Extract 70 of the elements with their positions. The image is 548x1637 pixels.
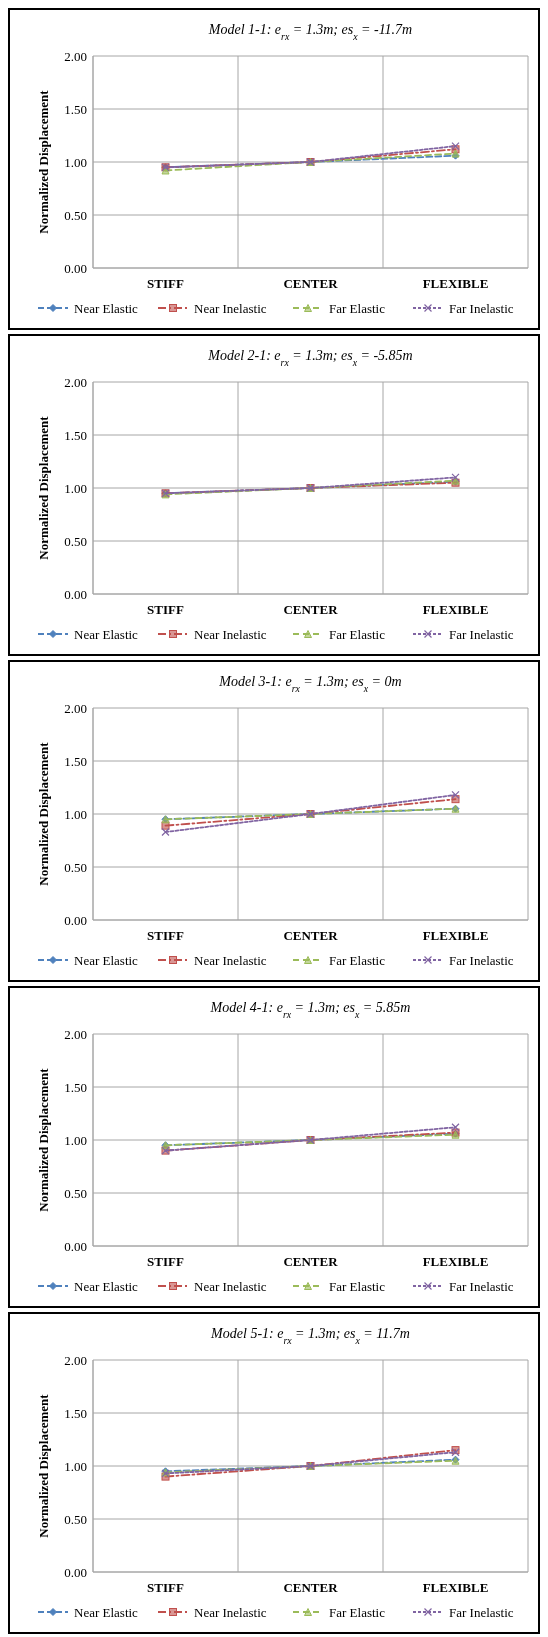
- legend-label: Far Elastic: [329, 1604, 386, 1620]
- y-tick-label: 2.00: [64, 1352, 87, 1368]
- y-tick-label: 2.00: [64, 1026, 87, 1042]
- x-tick-label: CENTER: [283, 928, 339, 943]
- y-tick-label: 0.00: [64, 912, 87, 928]
- legend-label: Far Inelastic: [449, 952, 514, 968]
- chart-title: Model 4-1: e$_{rx}$ = 1.3m; es$_{x}$ = 5.85m: [209, 1000, 411, 1020]
- y-tick-label: 0.00: [64, 1238, 87, 1254]
- y-tick-label: 1.50: [64, 427, 87, 443]
- y-tick-label: 0.50: [64, 533, 87, 549]
- legend-label: Far Elastic: [329, 300, 386, 316]
- x-tick-label: STIFF: [147, 1254, 184, 1269]
- x-tick-label: FLEXIBLE: [422, 276, 489, 291]
- legend-label: Near Elastic: [74, 1278, 139, 1294]
- chart-title: Model 2-1: e$_{rx}$ = 1.3m; es$_{x}$ = -5.85m: [207, 348, 413, 368]
- y-tick-label: 2.00: [64, 374, 87, 390]
- legend-label: Far Elastic: [329, 1278, 386, 1294]
- chart-title: Model 1-1: e$_{rx}$ = 1.3m; es$_{x}$ = -11.7m: [207, 22, 413, 42]
- legend-label: Far Inelastic: [449, 626, 514, 642]
- legend-label: Near Inelastic: [194, 1604, 267, 1620]
- y-tick-label: 1.00: [64, 806, 87, 822]
- y-tick-label: 1.00: [64, 480, 87, 496]
- legend-label: Near Elastic: [74, 626, 139, 642]
- y-axis-title: Normalized Displacement: [36, 741, 51, 886]
- x-tick-label: STIFF: [147, 602, 184, 617]
- legend-label: Far Inelastic: [449, 1278, 514, 1294]
- y-tick-label: 1.00: [64, 1132, 87, 1148]
- x-tick-label: CENTER: [283, 602, 339, 617]
- y-tick-label: 1.00: [64, 154, 87, 170]
- y-tick-label: 2.00: [64, 700, 87, 716]
- y-axis-title: Normalized Displacement: [36, 1393, 51, 1538]
- x-tick-label: CENTER: [283, 1580, 339, 1595]
- x-tick-label: CENTER: [283, 276, 339, 291]
- x-tick-label: CENTER: [283, 1254, 339, 1269]
- y-tick-label: 0.00: [64, 586, 87, 602]
- legend-label: Near Inelastic: [194, 300, 267, 316]
- x-tick-label: FLEXIBLE: [422, 1580, 489, 1595]
- legend-label: Near Inelastic: [194, 626, 267, 642]
- legend-label: Far Elastic: [329, 952, 386, 968]
- y-tick-label: 1.50: [64, 1405, 87, 1421]
- y-axis-title: Normalized Displacement: [36, 1067, 51, 1212]
- y-tick-label: 2.00: [64, 48, 87, 64]
- x-tick-label: STIFF: [147, 276, 184, 291]
- y-tick-label: 1.50: [64, 101, 87, 117]
- chart-title: Model 3-1: e$_{rx}$ = 1.3m; es$_{x}$ = 0m: [218, 674, 402, 694]
- legend-label: Near Elastic: [74, 952, 139, 968]
- y-axis-title: Normalized Displacement: [36, 89, 51, 234]
- legend-label: Far Inelastic: [449, 300, 514, 316]
- y-tick-label: 0.50: [64, 1185, 87, 1201]
- y-tick-label: 0.50: [64, 207, 87, 223]
- y-tick-label: 0.50: [64, 1511, 87, 1527]
- x-tick-label: STIFF: [147, 1580, 184, 1595]
- y-tick-label: 0.00: [64, 260, 87, 276]
- y-tick-label: 0.50: [64, 859, 87, 875]
- y-tick-label: 1.00: [64, 1458, 87, 1474]
- legend-label: Near Elastic: [74, 1604, 139, 1620]
- y-tick-label: 1.50: [64, 753, 87, 769]
- legend-label: Far Elastic: [329, 626, 386, 642]
- y-tick-label: 1.50: [64, 1079, 87, 1095]
- y-axis-title: Normalized Displacement: [36, 415, 51, 560]
- y-tick-label: 0.00: [64, 1564, 87, 1580]
- x-tick-label: FLEXIBLE: [422, 602, 489, 617]
- chart-title: Model 5-1: e$_{rx}$ = 1.3m; es$_{x}$ = 11.7m: [210, 1326, 410, 1346]
- legend-label: Near Inelastic: [194, 952, 267, 968]
- legend-label: Near Inelastic: [194, 1278, 267, 1294]
- legend-label: Near Elastic: [74, 300, 139, 316]
- x-tick-label: STIFF: [147, 928, 184, 943]
- legend-label: Far Inelastic: [449, 1604, 514, 1620]
- x-tick-label: FLEXIBLE: [422, 928, 489, 943]
- x-tick-label: FLEXIBLE: [422, 1254, 489, 1269]
